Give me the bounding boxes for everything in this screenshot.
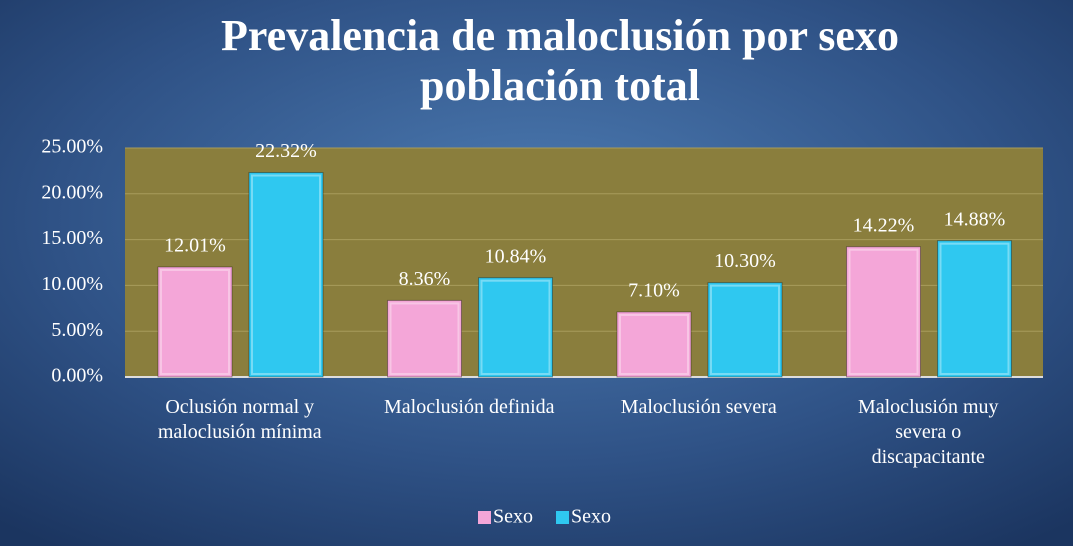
x-tick-label: Maloclusión severa [620, 396, 777, 418]
data-label: 10.84% [485, 245, 547, 267]
bar-shade [710, 284, 780, 376]
bar [616, 311, 692, 378]
y-tick-label: 10.00% [41, 273, 103, 295]
y-tick-label: 5.00% [51, 319, 103, 341]
data-label: 8.36% [399, 268, 451, 290]
data-label: 14.22% [853, 214, 915, 236]
y-tick-label: 0.00% [51, 365, 103, 387]
x-tick-label: Maloclusión muy severa o discapacitante [857, 396, 999, 468]
x-tick-label: Oclusión normal y maloclusión mínima [157, 396, 322, 443]
data-label: 12.01% [164, 235, 226, 257]
data-label: 14.88% [944, 208, 1006, 230]
bar-shade [939, 242, 1010, 375]
data-label: 22.32% [255, 140, 317, 162]
data-label: 7.10% [628, 280, 680, 302]
y-tick-label: 25.00% [41, 136, 103, 158]
bar-shade [480, 279, 551, 375]
bar-shade [848, 248, 919, 375]
bar [157, 266, 233, 378]
legend-label: Sexo [571, 506, 611, 528]
data-label: 10.30% [714, 250, 776, 272]
y-tick-label: 15.00% [41, 227, 103, 249]
legend-marker [478, 511, 491, 524]
legend-label: Sexo [493, 506, 533, 528]
y-tick-label: 20.00% [41, 181, 103, 203]
bar-shade [619, 313, 689, 375]
chart-title: población total [420, 61, 700, 110]
chart-title: Prevalencia de maloclusión por sexo [221, 11, 899, 60]
bar [248, 172, 324, 378]
bar [846, 246, 921, 378]
bar-shade [389, 302, 460, 375]
bar [478, 277, 553, 378]
legend-marker [556, 511, 569, 524]
x-tick-label: Maloclusión definida [383, 396, 555, 418]
bar-shade [251, 174, 321, 375]
bar-shade [160, 268, 230, 375]
bar [387, 299, 462, 378]
bar [937, 240, 1012, 378]
bar [707, 282, 783, 378]
